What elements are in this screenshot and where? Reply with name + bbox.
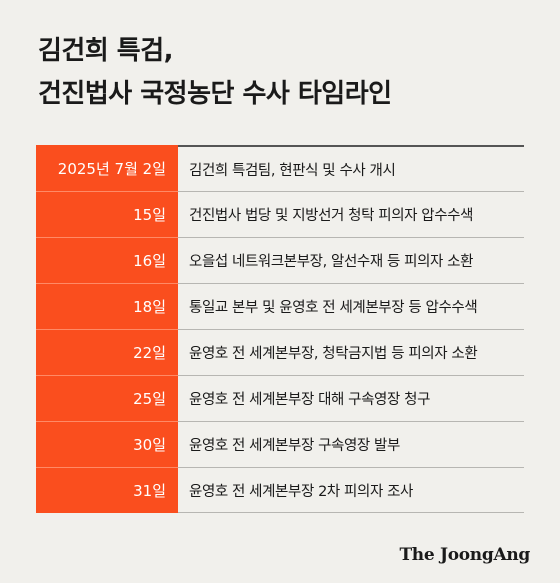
timeline-date: 30일: [36, 421, 178, 467]
timeline-row: 2025년 7월 2일 김건희 특검팀, 현판식 및 수사 개시: [36, 145, 524, 191]
timeline-event: 오을섭 네트워크본부장, 알선수재 등 피의자 소환: [178, 237, 524, 283]
timeline-row: 25일 윤영호 전 세계본부장 대해 구속영장 청구: [36, 375, 524, 421]
timeline-date: 22일: [36, 329, 178, 375]
title-line-1: 김건희 특검,: [38, 36, 174, 66]
timeline-event: 윤영호 전 세계본부장 구속영장 발부: [178, 421, 524, 467]
timeline-date: 15일: [36, 191, 178, 237]
timeline-date: 2025년 7월 2일: [36, 145, 178, 191]
page-title: 김건희 특검, 건진법사 국정농단 수사 타임라인: [38, 30, 392, 116]
timeline-date: 31일: [36, 467, 178, 513]
title-line-2: 건진법사 국정농단 수사 타임라인: [38, 79, 392, 109]
timeline: 2025년 7월 2일 김건희 특검팀, 현판식 및 수사 개시 15일 건진법…: [36, 145, 524, 513]
timeline-row: 15일 건진법사 법당 및 지방선거 청탁 피의자 압수수색: [36, 191, 524, 237]
timeline-row: 31일 윤영호 전 세계본부장 2차 피의자 조사: [36, 467, 524, 513]
timeline-date: 16일: [36, 237, 178, 283]
timeline-event: 윤영호 전 세계본부장 대해 구속영장 청구: [178, 375, 524, 421]
timeline-row: 16일 오을섭 네트워크본부장, 알선수재 등 피의자 소환: [36, 237, 524, 283]
timeline-row: 22일 윤영호 전 세계본부장, 청탁금지법 등 피의자 소환: [36, 329, 524, 375]
timeline-event: 김건희 특검팀, 현판식 및 수사 개시: [178, 145, 524, 191]
timeline-event: 건진법사 법당 및 지방선거 청탁 피의자 압수수색: [178, 191, 524, 237]
timeline-event: 통일교 본부 및 윤영호 전 세계본부장 등 압수수색: [178, 283, 524, 329]
timeline-row: 18일 통일교 본부 및 윤영호 전 세계본부장 등 압수수색: [36, 283, 524, 329]
timeline-date: 18일: [36, 283, 178, 329]
timeline-row: 30일 윤영호 전 세계본부장 구속영장 발부: [36, 421, 524, 467]
timeline-event: 윤영호 전 세계본부장 2차 피의자 조사: [178, 467, 524, 513]
timeline-date: 25일: [36, 375, 178, 421]
timeline-event: 윤영호 전 세계본부장, 청탁금지법 등 피의자 소환: [178, 329, 524, 375]
brand-logo: The JoongAng: [399, 545, 530, 565]
